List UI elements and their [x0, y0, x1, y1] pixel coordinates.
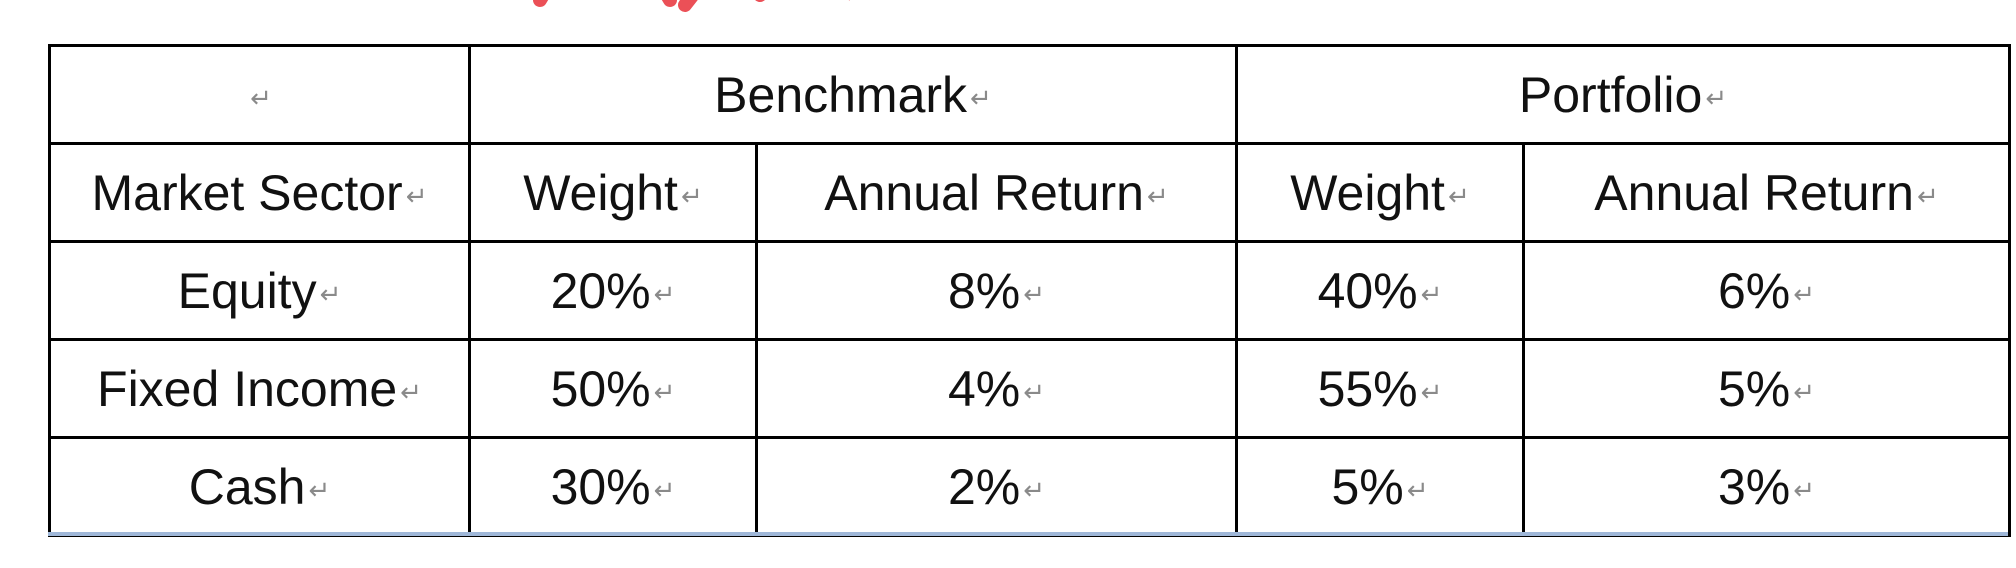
portfolio-group-header: Portfolio ↵	[1234, 44, 2012, 145]
paragraph-mark: ↵	[653, 474, 676, 505]
paragraph-mark: ↵	[1023, 376, 1046, 407]
benchmark-weight-cell: 30% ↵	[468, 436, 758, 537]
portfolio-return-cell: 3% ↵	[1521, 436, 2012, 537]
table-row: Equity ↵ 20% ↵ 8% ↵ 40% ↵ 6% ↵	[48, 240, 2012, 341]
portfolio-weight-cell: 55% ↵	[1235, 338, 1525, 439]
portfolio-weight-header: Weight ↵	[1235, 142, 1525, 243]
portfolio-weight-cell: 5% ↵	[1235, 436, 1525, 537]
paragraph-mark: ↵	[1793, 376, 1816, 407]
sector-cell: Fixed Income ↵	[48, 338, 471, 439]
portfolio-return-cell: 5% ↵	[1521, 338, 2012, 439]
paragraph-mark: ↵	[653, 376, 676, 407]
benchmark-return-cell: 4% ↵	[755, 338, 1238, 439]
paragraph-mark: ↵	[1916, 180, 1939, 211]
benchmark-return-cell: 8% ↵	[755, 240, 1238, 341]
column-header-row: Market Sector ↵ Weight ↵ Annual Return ↵ We…	[48, 142, 2012, 243]
group-header-row: ↵ Benchmark ↵ Portfolio ↵	[48, 44, 2012, 145]
paragraph-mark: ↵	[1023, 278, 1046, 309]
paragraph-mark: ↵	[1793, 474, 1816, 505]
paragraph-mark: ↵	[680, 180, 703, 211]
paragraph-mark: ↵	[1705, 82, 1728, 113]
paragraph-mark: ↵	[653, 278, 676, 309]
portfolio-weight-cell: 40% ↵	[1235, 240, 1525, 341]
paragraph-mark: ↵	[1420, 376, 1443, 407]
table-row: Cash ↵ 30% ↵ 2% ↵ 5% ↵ 3% ↵	[48, 436, 2012, 537]
paragraph-mark: ↵	[1406, 474, 1429, 505]
benchmark-return-header: Annual Return ↵	[755, 142, 1238, 243]
sector-allocation-table: ↵ Benchmark ↵ Portfolio ↵ Market Sector ↵ W…	[48, 44, 2012, 537]
paragraph-mark: ↵	[250, 82, 272, 113]
corner-cell: ↵	[48, 44, 471, 145]
benchmark-return-cell: 2% ↵	[755, 436, 1238, 537]
portfolio-return-cell: 6% ↵	[1521, 240, 2012, 341]
market-sector-header: Market Sector ↵	[48, 142, 471, 243]
paragraph-mark: ↵	[319, 278, 342, 309]
paragraph-mark: ↵	[308, 474, 331, 505]
paragraph-mark: ↵	[1447, 180, 1470, 211]
table-row: Fixed Income ↵ 50% ↵ 4% ↵ 55% ↵ 5% ↵	[48, 338, 2012, 439]
paragraph-mark: ↵	[400, 376, 422, 407]
sector-cell: Cash ↵	[48, 436, 471, 537]
benchmark-group-header: Benchmark ↵	[468, 44, 1238, 145]
paragraph-mark: ↵	[405, 180, 428, 211]
benchmark-weight-header: Weight ↵	[468, 142, 758, 243]
benchmark-weight-cell: 20% ↵	[468, 240, 758, 341]
portfolio-return-header: Annual Return ↵	[1521, 142, 2012, 243]
paragraph-mark: ↵	[1793, 278, 1816, 309]
paragraph-mark: ↵	[1420, 278, 1443, 309]
paragraph-mark: ↵	[1146, 180, 1169, 211]
paragraph-mark: ↵	[1023, 474, 1046, 505]
page-divider	[48, 532, 2008, 536]
benchmark-weight-cell: 50% ↵	[468, 338, 758, 439]
sector-cell: Equity ↵	[48, 240, 471, 341]
paragraph-mark: ↵	[970, 82, 992, 113]
